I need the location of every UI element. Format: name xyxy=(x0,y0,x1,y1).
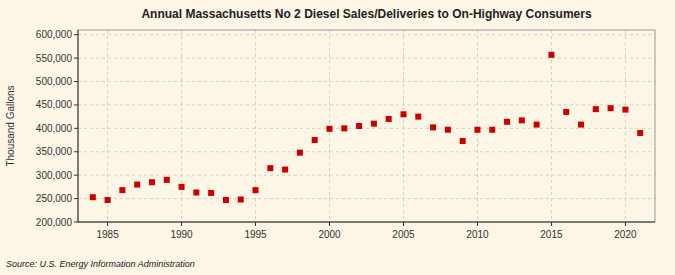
point xyxy=(193,189,199,195)
y-axis-line xyxy=(78,30,79,222)
point xyxy=(208,190,214,196)
grid-line xyxy=(107,30,108,222)
grid-line xyxy=(78,222,655,223)
point xyxy=(327,126,333,132)
point xyxy=(386,116,392,122)
y-tick-label: 350,000 xyxy=(36,146,73,157)
x-tick-label: 1995 xyxy=(244,229,267,240)
point xyxy=(297,150,303,156)
point xyxy=(267,165,273,171)
x-tick xyxy=(551,222,552,226)
x-tick xyxy=(625,222,626,226)
grid-line xyxy=(181,30,182,222)
y-tick xyxy=(74,198,78,199)
grid-line xyxy=(78,104,655,105)
point xyxy=(179,184,185,190)
point xyxy=(134,182,140,188)
point xyxy=(238,197,244,203)
y-tick xyxy=(74,222,78,223)
x-tick-label: 2005 xyxy=(392,229,415,240)
x-axis-line xyxy=(78,222,655,223)
grid xyxy=(78,30,655,222)
y-tick xyxy=(74,151,78,152)
point xyxy=(504,119,510,125)
point xyxy=(474,127,480,133)
y-tick-label: 550,000 xyxy=(36,53,73,64)
source-note: Source: U.S. Energy Information Administ… xyxy=(6,259,195,269)
point xyxy=(534,122,540,128)
point xyxy=(593,106,599,112)
grid-line xyxy=(477,30,478,222)
grid-line xyxy=(78,198,655,199)
x-tick xyxy=(181,222,182,226)
point xyxy=(460,138,466,144)
point xyxy=(519,117,525,123)
x-tick xyxy=(255,222,256,226)
point xyxy=(548,52,554,58)
x-tick-label: 1990 xyxy=(170,229,193,240)
grid-line xyxy=(403,30,404,222)
point xyxy=(637,130,643,136)
y-tick xyxy=(74,104,78,105)
grid-line xyxy=(255,30,256,222)
point xyxy=(563,109,569,115)
point xyxy=(489,127,495,133)
point xyxy=(164,177,170,183)
point xyxy=(356,123,362,129)
x-tick xyxy=(403,222,404,226)
y-tick-label: 300,000 xyxy=(36,170,73,181)
point xyxy=(578,122,584,128)
grid-line xyxy=(78,151,655,152)
points xyxy=(90,52,643,203)
point xyxy=(400,111,406,117)
grid-line xyxy=(78,81,655,82)
y-tick xyxy=(74,34,78,35)
y-tick-label: 600,000 xyxy=(36,29,73,40)
chart: 200,000 250,000 300,000 350,000 400,000 450,0… xyxy=(0,0,675,275)
point xyxy=(608,105,614,111)
title: Annual Massachusetts No 2 Diesel Sales/D… xyxy=(141,7,591,21)
x-tick-label: 2015 xyxy=(540,229,563,240)
x-tick xyxy=(329,222,330,226)
x-tick xyxy=(107,222,108,226)
point xyxy=(371,121,377,127)
point xyxy=(90,194,96,200)
point xyxy=(445,127,451,133)
point xyxy=(312,137,318,143)
grid-line xyxy=(625,30,626,222)
y-tick xyxy=(74,81,78,82)
grid-line xyxy=(78,58,655,59)
point xyxy=(223,197,229,203)
y-tick-label: 250,000 xyxy=(36,193,73,204)
grid-line xyxy=(78,34,655,35)
x-tick-label: 2020 xyxy=(614,229,637,240)
point xyxy=(622,107,628,113)
y-tick-label: 200,000 xyxy=(36,217,73,228)
y-tick xyxy=(74,175,78,176)
grid-line xyxy=(551,30,552,222)
point xyxy=(415,114,421,120)
x-tick-label: 2010 xyxy=(466,229,489,240)
grid-line xyxy=(78,128,655,129)
point xyxy=(253,187,259,193)
point xyxy=(149,179,155,185)
point xyxy=(430,124,436,130)
y-axis-label: Thousand Gallons xyxy=(5,85,16,166)
plot-frame xyxy=(78,30,655,222)
point xyxy=(119,187,125,193)
x-tick-label: 2000 xyxy=(318,229,341,240)
point xyxy=(341,125,347,131)
point xyxy=(105,197,111,203)
x-tick-label: 1985 xyxy=(96,229,119,240)
x-tick xyxy=(477,222,478,226)
y-tick-label: 400,000 xyxy=(36,123,73,134)
point xyxy=(282,167,288,173)
y-tick xyxy=(74,58,78,59)
y-tick xyxy=(74,128,78,129)
grid-line xyxy=(78,175,655,176)
y-tick-label: 500,000 xyxy=(36,76,73,87)
y-tick-label: 450,000 xyxy=(36,99,73,110)
